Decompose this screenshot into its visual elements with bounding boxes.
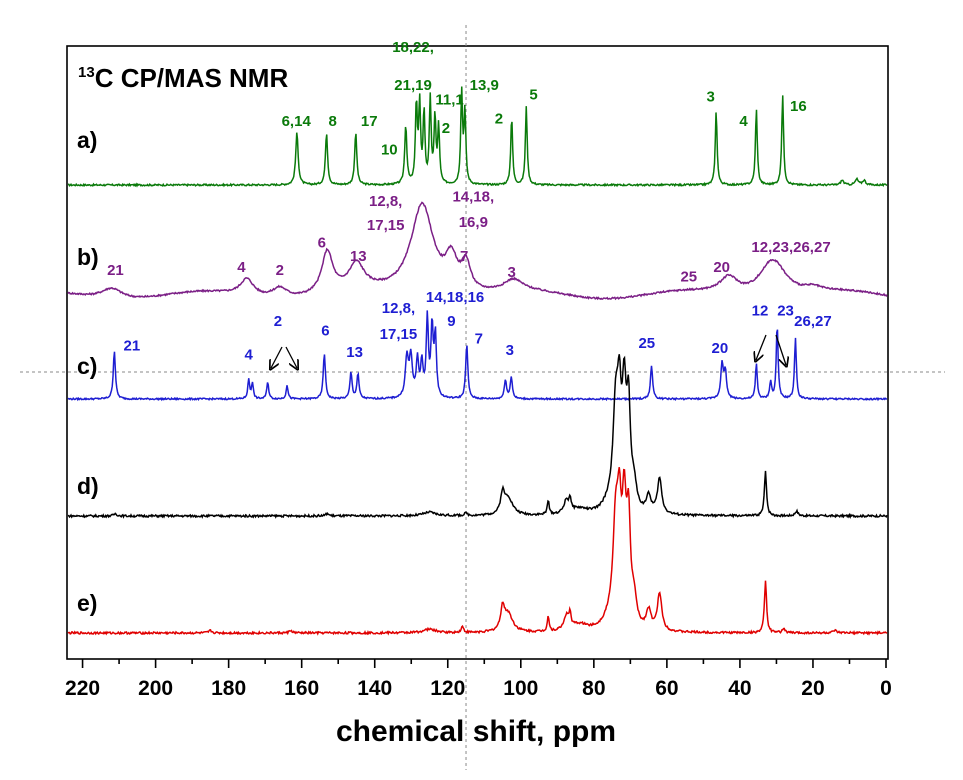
title-text: C CP/MAS NMR xyxy=(95,63,289,93)
peak-assignment-label: 13,9 xyxy=(470,77,499,94)
peak-assignment-label: 12 xyxy=(752,302,769,319)
peak-assignment-label: 21,19 xyxy=(394,77,432,94)
peak-assignment-label: 17 xyxy=(361,113,378,130)
arrow-icon xyxy=(285,346,297,368)
peak-assignment-label: 2 xyxy=(276,262,284,279)
x-tick-label: 20 xyxy=(801,677,824,700)
peak-assignment-label: 6,14 xyxy=(282,113,312,130)
peak-assignment-label: 20 xyxy=(713,259,730,276)
peak-assignment-label: 13 xyxy=(346,344,363,361)
peak-assignment-label: 25 xyxy=(638,335,655,352)
peak-assignment-label: 4 xyxy=(739,113,748,130)
peak-assignment-label: 23 xyxy=(777,302,794,319)
peak-assignment-label: 18,22, xyxy=(392,39,434,56)
x-tick-label: 60 xyxy=(655,677,678,700)
chart-title: 13C CP/MAS NMR xyxy=(78,63,288,93)
trace-label-c: c) xyxy=(77,353,97,379)
trace-label-d: d) xyxy=(77,473,99,499)
trace-label-e: e) xyxy=(77,590,97,616)
peak-assignment-label: 20 xyxy=(711,340,728,357)
trace-label-a: a) xyxy=(77,127,97,153)
peak-assignment-label: 12,23,26,27 xyxy=(751,239,830,256)
arrow-icon xyxy=(271,346,283,368)
x-tick-label: 180 xyxy=(211,677,246,700)
peak-assignment-label: 14,18,16 xyxy=(426,289,484,306)
spectrum-trace-b xyxy=(67,201,888,301)
x-tick-label: 120 xyxy=(430,677,465,700)
peak-assignment-label: 11,1 xyxy=(435,91,463,108)
annotation-arrows xyxy=(271,334,786,368)
x-tick-label: 200 xyxy=(138,677,173,700)
arrow-icon xyxy=(775,334,786,365)
peak-assignment-label: 3 xyxy=(507,264,515,281)
peak-assignment-label: 2 xyxy=(442,120,450,137)
peak-assignment-label: 25 xyxy=(680,268,697,285)
spectra-group: a) b) c) d) e) xyxy=(67,86,888,636)
spectrum-trace-a xyxy=(67,86,888,188)
peak-assignment-label: 2 xyxy=(495,110,503,127)
peak-assignment-label: 17,15 xyxy=(367,217,405,234)
x-tick-label: 100 xyxy=(503,677,538,700)
peak-assignment-label: 21 xyxy=(124,338,141,355)
peak-assignment-label: 7 xyxy=(460,248,468,265)
peak-assignment-label: 12,8, xyxy=(382,300,415,317)
peak-assignment-label: 26,27 xyxy=(794,313,832,330)
peak-assignment-label: 17,15 xyxy=(380,326,418,343)
x-axis: 220 200 180 160 140 120 100 80 60 40 20 0 xyxy=(65,659,892,700)
spectrum-trace-d xyxy=(67,354,888,520)
x-tick-label: 220 xyxy=(65,677,100,700)
x-tick-label: 40 xyxy=(728,677,751,700)
peak-assignment-label: 9 xyxy=(447,313,455,330)
peak-assignment-label: 21 xyxy=(107,262,124,279)
x-axis-title: chemical shift, ppm xyxy=(336,715,616,748)
trace-label-b: b) xyxy=(77,244,99,270)
peak-assignment-label: 8 xyxy=(329,113,337,130)
peak-assignment-label: 6 xyxy=(318,234,326,251)
x-tick-label: 160 xyxy=(284,677,319,700)
x-tick-label: 140 xyxy=(357,677,392,700)
peak-assignment-label: 6 xyxy=(321,323,329,340)
peak-assignment-label: 4 xyxy=(245,346,254,363)
arrow-icon xyxy=(756,334,767,360)
peak-assignment-label: 3 xyxy=(707,88,715,105)
peak-assignment-label: 4 xyxy=(237,259,246,276)
peak-assignment-label: 10 xyxy=(381,142,398,159)
plot-frame xyxy=(66,45,889,660)
peak-assignment-label: 7 xyxy=(475,331,483,348)
spectrum-trace-c xyxy=(67,310,888,402)
peak-assignment-label: 13 xyxy=(350,248,367,265)
peak-assignment-label: 5 xyxy=(529,87,537,104)
peak-assignment-label: 12,8, xyxy=(369,193,402,210)
peak-assignment-label: 14,18, xyxy=(452,188,494,205)
peak-assignment-label: 2 xyxy=(274,313,282,330)
peak-assignment-label: 16 xyxy=(790,98,807,115)
x-tick-label: 80 xyxy=(582,677,605,700)
title-superscript: 13 xyxy=(78,64,95,81)
spectrum-trace-e xyxy=(67,467,888,636)
peak-assignment-label: 16,9 xyxy=(459,214,488,231)
x-tick-label: 0 xyxy=(880,677,892,700)
peak-assignment-label: 3 xyxy=(506,342,514,359)
